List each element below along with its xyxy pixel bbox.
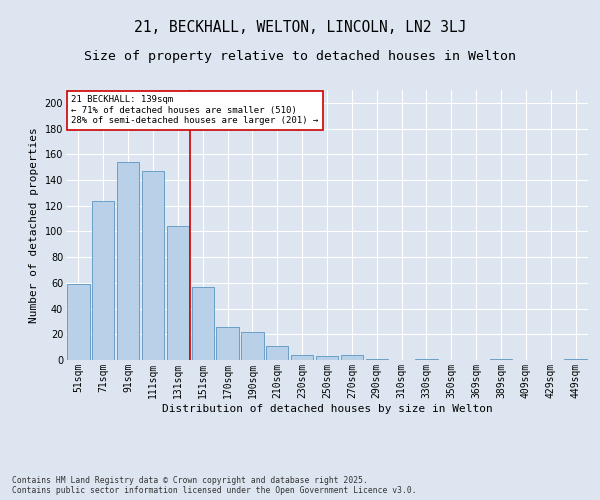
Bar: [217, 326, 239, 360]
Bar: [191, 286, 214, 360]
Text: Size of property relative to detached houses in Welton: Size of property relative to detached ho…: [84, 50, 516, 63]
Text: 21 BECKHALL: 139sqm
← 71% of detached houses are smaller (510)
28% of semi-detac: 21 BECKHALL: 139sqm ← 71% of detached ho…: [71, 96, 319, 125]
Bar: [167, 226, 189, 360]
Bar: [415, 358, 437, 360]
Bar: [67, 284, 89, 360]
Bar: [266, 346, 289, 360]
Text: Contains HM Land Registry data © Crown copyright and database right 2025.
Contai: Contains HM Land Registry data © Crown c…: [12, 476, 416, 495]
Bar: [117, 162, 139, 360]
Bar: [565, 358, 587, 360]
X-axis label: Distribution of detached houses by size in Welton: Distribution of detached houses by size …: [161, 404, 493, 413]
Y-axis label: Number of detached properties: Number of detached properties: [29, 127, 39, 323]
Bar: [365, 358, 388, 360]
Bar: [291, 355, 313, 360]
Bar: [241, 332, 263, 360]
Bar: [142, 171, 164, 360]
Bar: [490, 358, 512, 360]
Bar: [92, 200, 115, 360]
Bar: [316, 356, 338, 360]
Text: 21, BECKHALL, WELTON, LINCOLN, LN2 3LJ: 21, BECKHALL, WELTON, LINCOLN, LN2 3LJ: [134, 20, 466, 35]
Bar: [341, 355, 363, 360]
